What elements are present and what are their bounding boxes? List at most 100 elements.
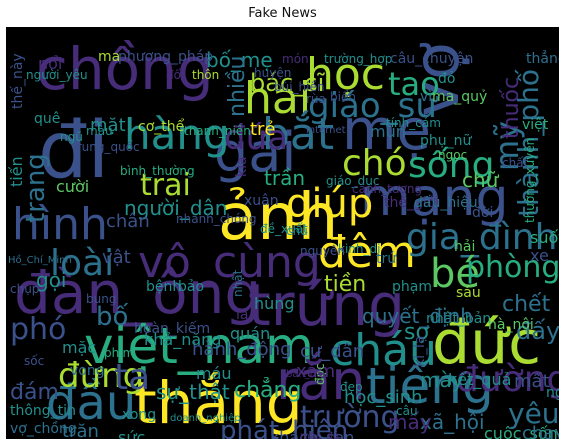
word-81: kết_quả <box>448 370 511 390</box>
word-34: đường <box>456 359 559 400</box>
word-25: đêm <box>318 227 416 278</box>
word-127: đối <box>166 68 184 82</box>
word-87: thanh_niên <box>184 124 251 138</box>
word-63: hùng <box>254 294 295 313</box>
word-101: phim <box>104 346 134 360</box>
word-21: rắn <box>276 349 366 412</box>
word-145: xuân <box>244 193 279 209</box>
word-24: cháu <box>330 325 437 376</box>
word-111: khả_năng <box>144 330 221 350</box>
word-157: bàn_đầu <box>286 368 329 380</box>
word-134: ma_quỷ <box>432 89 487 105</box>
word-64: quán <box>230 324 270 343</box>
word-51: mặt <box>90 115 126 136</box>
word-128: thôn <box>192 68 219 82</box>
word-132: biển <box>330 90 356 104</box>
word-104: chay <box>522 423 559 439</box>
word-62: sự_thật <box>156 380 230 404</box>
word-52: người_dân <box>124 196 227 220</box>
word-59: chẳng <box>234 377 301 403</box>
word-70: xã_hội <box>420 410 485 434</box>
word-3: học <box>306 49 385 100</box>
word-36: yêu <box>508 397 559 430</box>
word-13: giúp <box>286 181 373 227</box>
word-126: người_yêu <box>26 68 88 82</box>
word-55: chết <box>502 292 551 317</box>
word-143: tiến <box>7 156 26 187</box>
word-95: xong <box>122 407 156 423</box>
word-53: trần <box>264 166 305 190</box>
word-1: đi <box>38 106 109 196</box>
word-82: học_sinh <box>344 387 423 408</box>
word-47: thuốc <box>499 77 524 139</box>
word-90: khách_sạn <box>270 428 354 439</box>
word-121: phương_pháp <box>118 49 213 65</box>
word-136: màu <box>86 124 113 138</box>
word-80: quyết_định <box>362 304 473 328</box>
word-19: đức <box>432 308 541 378</box>
word-2: ảnh <box>218 181 338 255</box>
word-50: gọi <box>36 268 67 292</box>
word-78: hải <box>454 239 475 255</box>
word-160: sáu <box>456 285 481 301</box>
word-93: vợ_chồng <box>10 420 77 437</box>
word-61: xăm <box>296 361 335 382</box>
word-140: phụ_nữ <box>420 133 473 149</box>
word-46: nhiều <box>225 56 250 117</box>
word-10: hàng <box>124 110 230 159</box>
word-7: giáo_sư <box>308 86 438 126</box>
word-18: trứng <box>248 271 405 339</box>
word-112: la <box>236 307 248 323</box>
word-94: thông_tin <box>10 403 76 419</box>
word-57: mày <box>420 368 464 392</box>
word-37: phát_hiện <box>220 416 348 439</box>
word-146: cảnh_tượng <box>352 182 422 196</box>
word-123: câu_chuyện <box>390 51 473 67</box>
word-0: chồng <box>36 35 214 103</box>
word-103: sốc <box>24 354 44 368</box>
word-48: tiền <box>324 272 366 297</box>
word-108: đẹp <box>340 380 363 394</box>
word-149: thường_xuyên <box>523 138 537 223</box>
word-72: chân <box>106 211 150 232</box>
word-12: hình <box>12 199 108 250</box>
word-117: đỏ <box>438 71 455 87</box>
word-20: thắng <box>134 369 303 437</box>
word-92: phạm <box>392 279 432 295</box>
word-39: thành_phố <box>512 69 545 217</box>
word-33: ta <box>114 357 150 398</box>
word-cloud-canvas: chồng đi ảnh học vợ mẹ hai giáo_sư gái bắt hàng mạn… <box>6 27 559 439</box>
word-102: vong <box>70 363 105 379</box>
word-122: trường_hợp <box>324 52 392 66</box>
word-151: chủ <box>286 224 308 238</box>
word-142: chất <box>502 156 529 170</box>
word-43: trang <box>21 153 51 223</box>
word-155: nhật <box>231 269 245 297</box>
word-147: thế_giới <box>384 194 439 211</box>
word-79: nhật_bản <box>426 311 491 327</box>
word-28: gia_đình <box>406 217 557 258</box>
word-15: sống <box>408 145 494 186</box>
word-27: vô_cùng <box>138 237 321 288</box>
word-31: phó <box>10 312 66 347</box>
word-120: nổi <box>38 54 62 73</box>
word-68: đám <box>10 380 59 405</box>
word-158: doanh_nghiệp <box>170 412 241 424</box>
word-159: mắc_đú <box>300 429 339 439</box>
word-150: đề_xuất <box>260 222 308 236</box>
word-138: việt <box>522 117 549 133</box>
word-105: mất <box>514 371 550 392</box>
word-26: trai <box>140 168 191 203</box>
word-32: đừng <box>58 356 144 396</box>
word-54: chữ <box>462 168 500 192</box>
word-65: máu <box>196 364 232 383</box>
word-44: mỹ <box>488 121 526 171</box>
word-71: mấy <box>388 410 432 434</box>
word-152: nguyên <box>300 244 345 258</box>
word-99: chụp <box>10 282 39 296</box>
word-22: tiếng <box>366 357 494 415</box>
word-8: gái <box>214 121 296 184</box>
word-6: hai <box>244 73 311 124</box>
word-141: ngọc <box>438 148 467 162</box>
